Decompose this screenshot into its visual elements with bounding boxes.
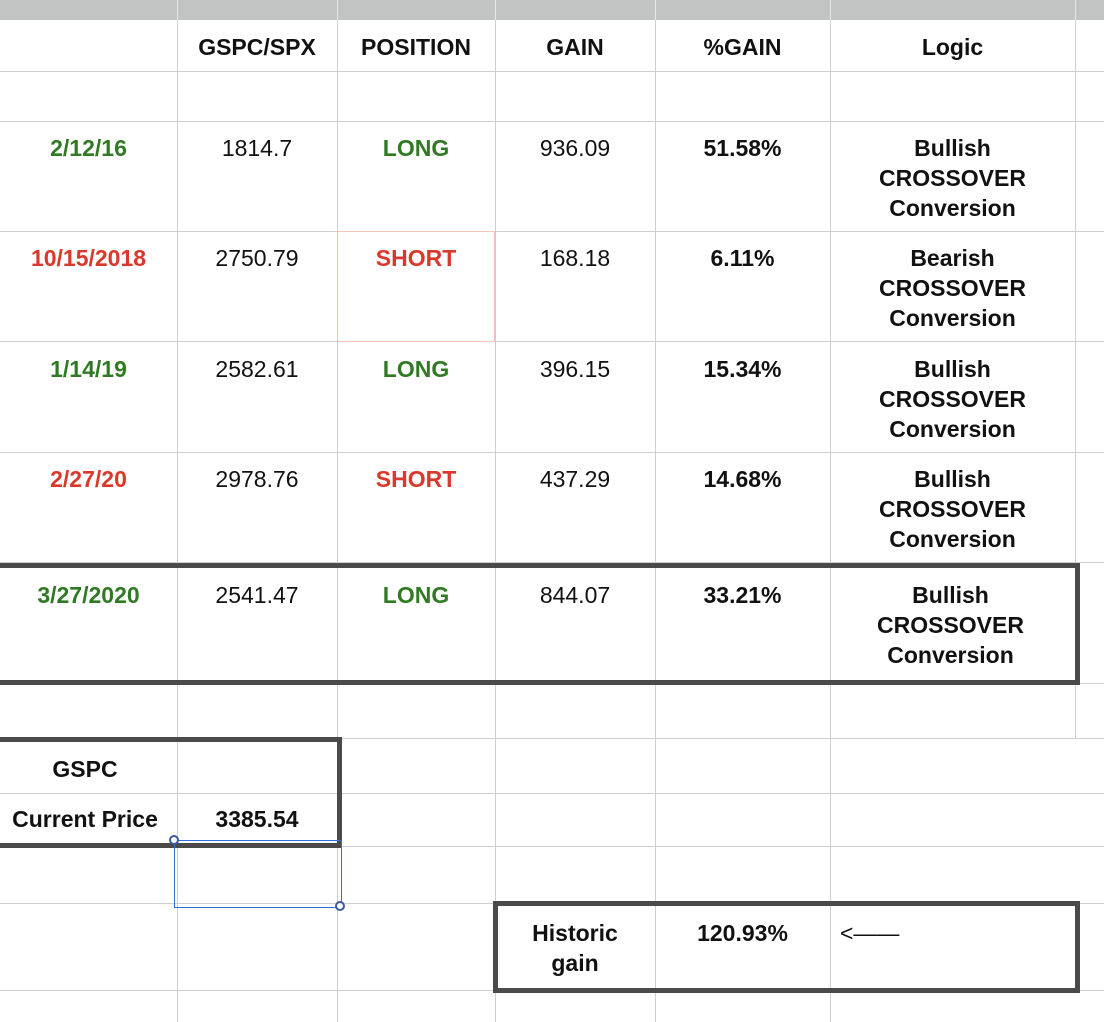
pct-gain-cell[interactable]: 6.11%: [710, 245, 775, 271]
historic-gain-box: [493, 901, 1080, 993]
column-divider[interactable]: [655, 0, 656, 20]
header-gspc-spx[interactable]: GSPC/SPX: [198, 34, 316, 60]
logic-line: Bullish: [914, 466, 991, 492]
selected-cell[interactable]: [174, 840, 342, 908]
gain-cell[interactable]: 168.18: [539, 245, 611, 271]
logic-cell[interactable]: Bullish CROSSOVER Conversion: [830, 133, 1075, 223]
logic-line: Bullish: [912, 582, 989, 608]
pct-gain-cell[interactable]: 14.68%: [703, 466, 782, 492]
logic-line: CROSSOVER: [877, 612, 1024, 638]
gspc-label[interactable]: GSPC: [52, 756, 118, 782]
position-cell[interactable]: SHORT: [375, 245, 457, 271]
logic-cell[interactable]: Bullish CROSSOVER Conversion: [830, 464, 1075, 554]
highlight-row-box: [0, 563, 1080, 685]
price-cell[interactable]: 1814.7: [221, 135, 293, 161]
logic-line: Conversion: [889, 305, 1016, 331]
price-cell[interactable]: 2750.79: [215, 245, 299, 271]
date-cell[interactable]: 2/27/20: [50, 466, 127, 492]
gain-cell[interactable]: 396.15: [539, 356, 611, 382]
pct-gain-cell[interactable]: 15.34%: [703, 356, 782, 382]
left-arrow-icon: <——: [840, 920, 900, 946]
logic-line: CROSSOVER: [879, 386, 1026, 412]
column-divider[interactable]: [1075, 0, 1076, 20]
cell-highlight: [337, 231, 495, 342]
date-cell[interactable]: 10/15/2018: [30, 245, 147, 271]
column-divider[interactable]: [830, 0, 831, 20]
header-logic[interactable]: Logic: [921, 34, 984, 60]
logic-line: CROSSOVER: [879, 496, 1026, 522]
logic-line: Conversion: [889, 195, 1016, 221]
logic-line: Conversion: [889, 416, 1016, 442]
logic-line: Conversion: [887, 642, 1014, 668]
logic-line: CROSSOVER: [879, 275, 1026, 301]
gain-cell[interactable]: 936.09: [539, 135, 611, 161]
price-cell[interactable]: 2541.47: [215, 582, 299, 608]
historic-gain-label[interactable]: Historic gain: [495, 918, 655, 978]
logic-cell[interactable]: Bearish CROSSOVER Conversion: [830, 243, 1075, 333]
price-cell[interactable]: 2978.76: [215, 466, 299, 492]
selection-handle-bottom-right[interactable]: [335, 901, 345, 911]
current-price-value[interactable]: 3385.54: [215, 806, 299, 832]
logic-cell[interactable]: Bullish CROSSOVER Conversion: [830, 354, 1075, 444]
current-price-box: [0, 737, 342, 848]
column-divider[interactable]: [495, 0, 496, 20]
position-cell[interactable]: LONG: [382, 356, 450, 382]
logic-cell[interactable]: Bullish CROSSOVER Conversion: [828, 580, 1073, 670]
pct-gain-cell[interactable]: 51.58%: [703, 135, 782, 161]
historic-label-line: Historic: [532, 920, 618, 946]
position-cell[interactable]: SHORT: [375, 466, 457, 492]
logic-line: Conversion: [889, 526, 1016, 552]
historic-label-line: gain: [551, 950, 599, 976]
current-price-label[interactable]: Current Price: [12, 806, 158, 832]
date-cell[interactable]: 1/14/19: [50, 356, 127, 382]
logic-line: Bearish: [910, 245, 995, 271]
column-divider[interactable]: [177, 0, 178, 20]
header-gain[interactable]: GAIN: [546, 34, 604, 60]
logic-line: Bullish: [914, 135, 991, 161]
logic-line: Bullish: [914, 356, 991, 382]
selection-handle-top-left[interactable]: [169, 835, 179, 845]
column-divider[interactable]: [337, 0, 338, 20]
date-cell[interactable]: 3/27/2020: [37, 582, 140, 608]
gain-cell[interactable]: 844.07: [539, 582, 611, 608]
price-cell[interactable]: 2582.61: [215, 356, 299, 382]
gain-cell[interactable]: 437.29: [539, 466, 611, 492]
date-cell[interactable]: 2/12/16: [50, 135, 127, 161]
historic-gain-value[interactable]: 120.93%: [697, 920, 788, 946]
pct-gain-cell[interactable]: 33.21%: [703, 582, 782, 608]
header-pct-gain[interactable]: %GAIN: [703, 34, 782, 60]
column-header-bar: [0, 0, 1104, 20]
position-cell[interactable]: LONG: [382, 582, 450, 608]
position-cell[interactable]: LONG: [382, 135, 450, 161]
logic-line: CROSSOVER: [879, 165, 1026, 191]
header-position[interactable]: POSITION: [361, 34, 471, 60]
